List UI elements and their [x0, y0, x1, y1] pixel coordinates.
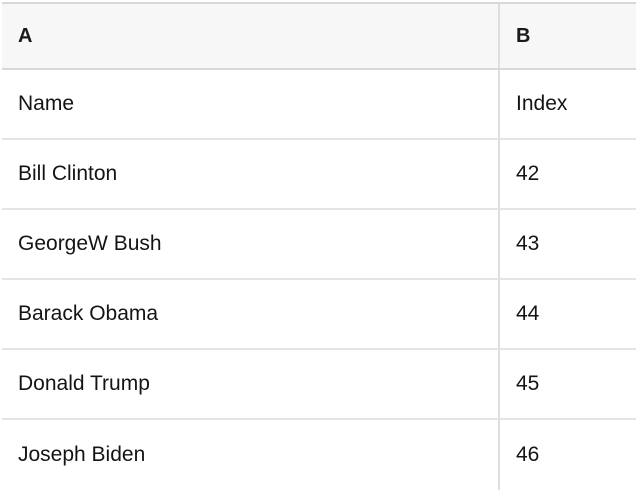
column-header-b[interactable]: B	[498, 4, 636, 68]
cell-B4[interactable]: 44	[498, 280, 636, 348]
cell-A3[interactable]: GeorgeW Bush	[18, 232, 162, 255]
column-header-a[interactable]: A	[18, 24, 33, 47]
table-row: Bill Clinton 42	[2, 140, 636, 210]
cell-B3[interactable]: 43	[498, 210, 636, 278]
cell-B5[interactable]: 45	[498, 350, 636, 418]
cell-A5[interactable]: Donald Trump	[18, 372, 150, 395]
cell-A2[interactable]: Bill Clinton	[18, 162, 118, 185]
table-row: GeorgeW Bush 43	[2, 210, 636, 280]
cell-A6[interactable]: Joseph Biden	[18, 443, 146, 466]
table-row: Name Index	[2, 70, 636, 140]
column-header-row: A B	[2, 4, 636, 70]
table-row: Barack Obama 44	[2, 280, 636, 350]
cell-A4[interactable]: Barack Obama	[18, 302, 159, 325]
cell-B1[interactable]: Index	[498, 70, 636, 138]
table-row: Joseph Biden 46	[2, 420, 636, 490]
table-row: Donald Trump 45	[2, 350, 636, 420]
cell-A1[interactable]: Name	[18, 92, 75, 115]
cell-B2[interactable]: 42	[498, 140, 636, 208]
cell-B6[interactable]: 46	[498, 420, 636, 490]
